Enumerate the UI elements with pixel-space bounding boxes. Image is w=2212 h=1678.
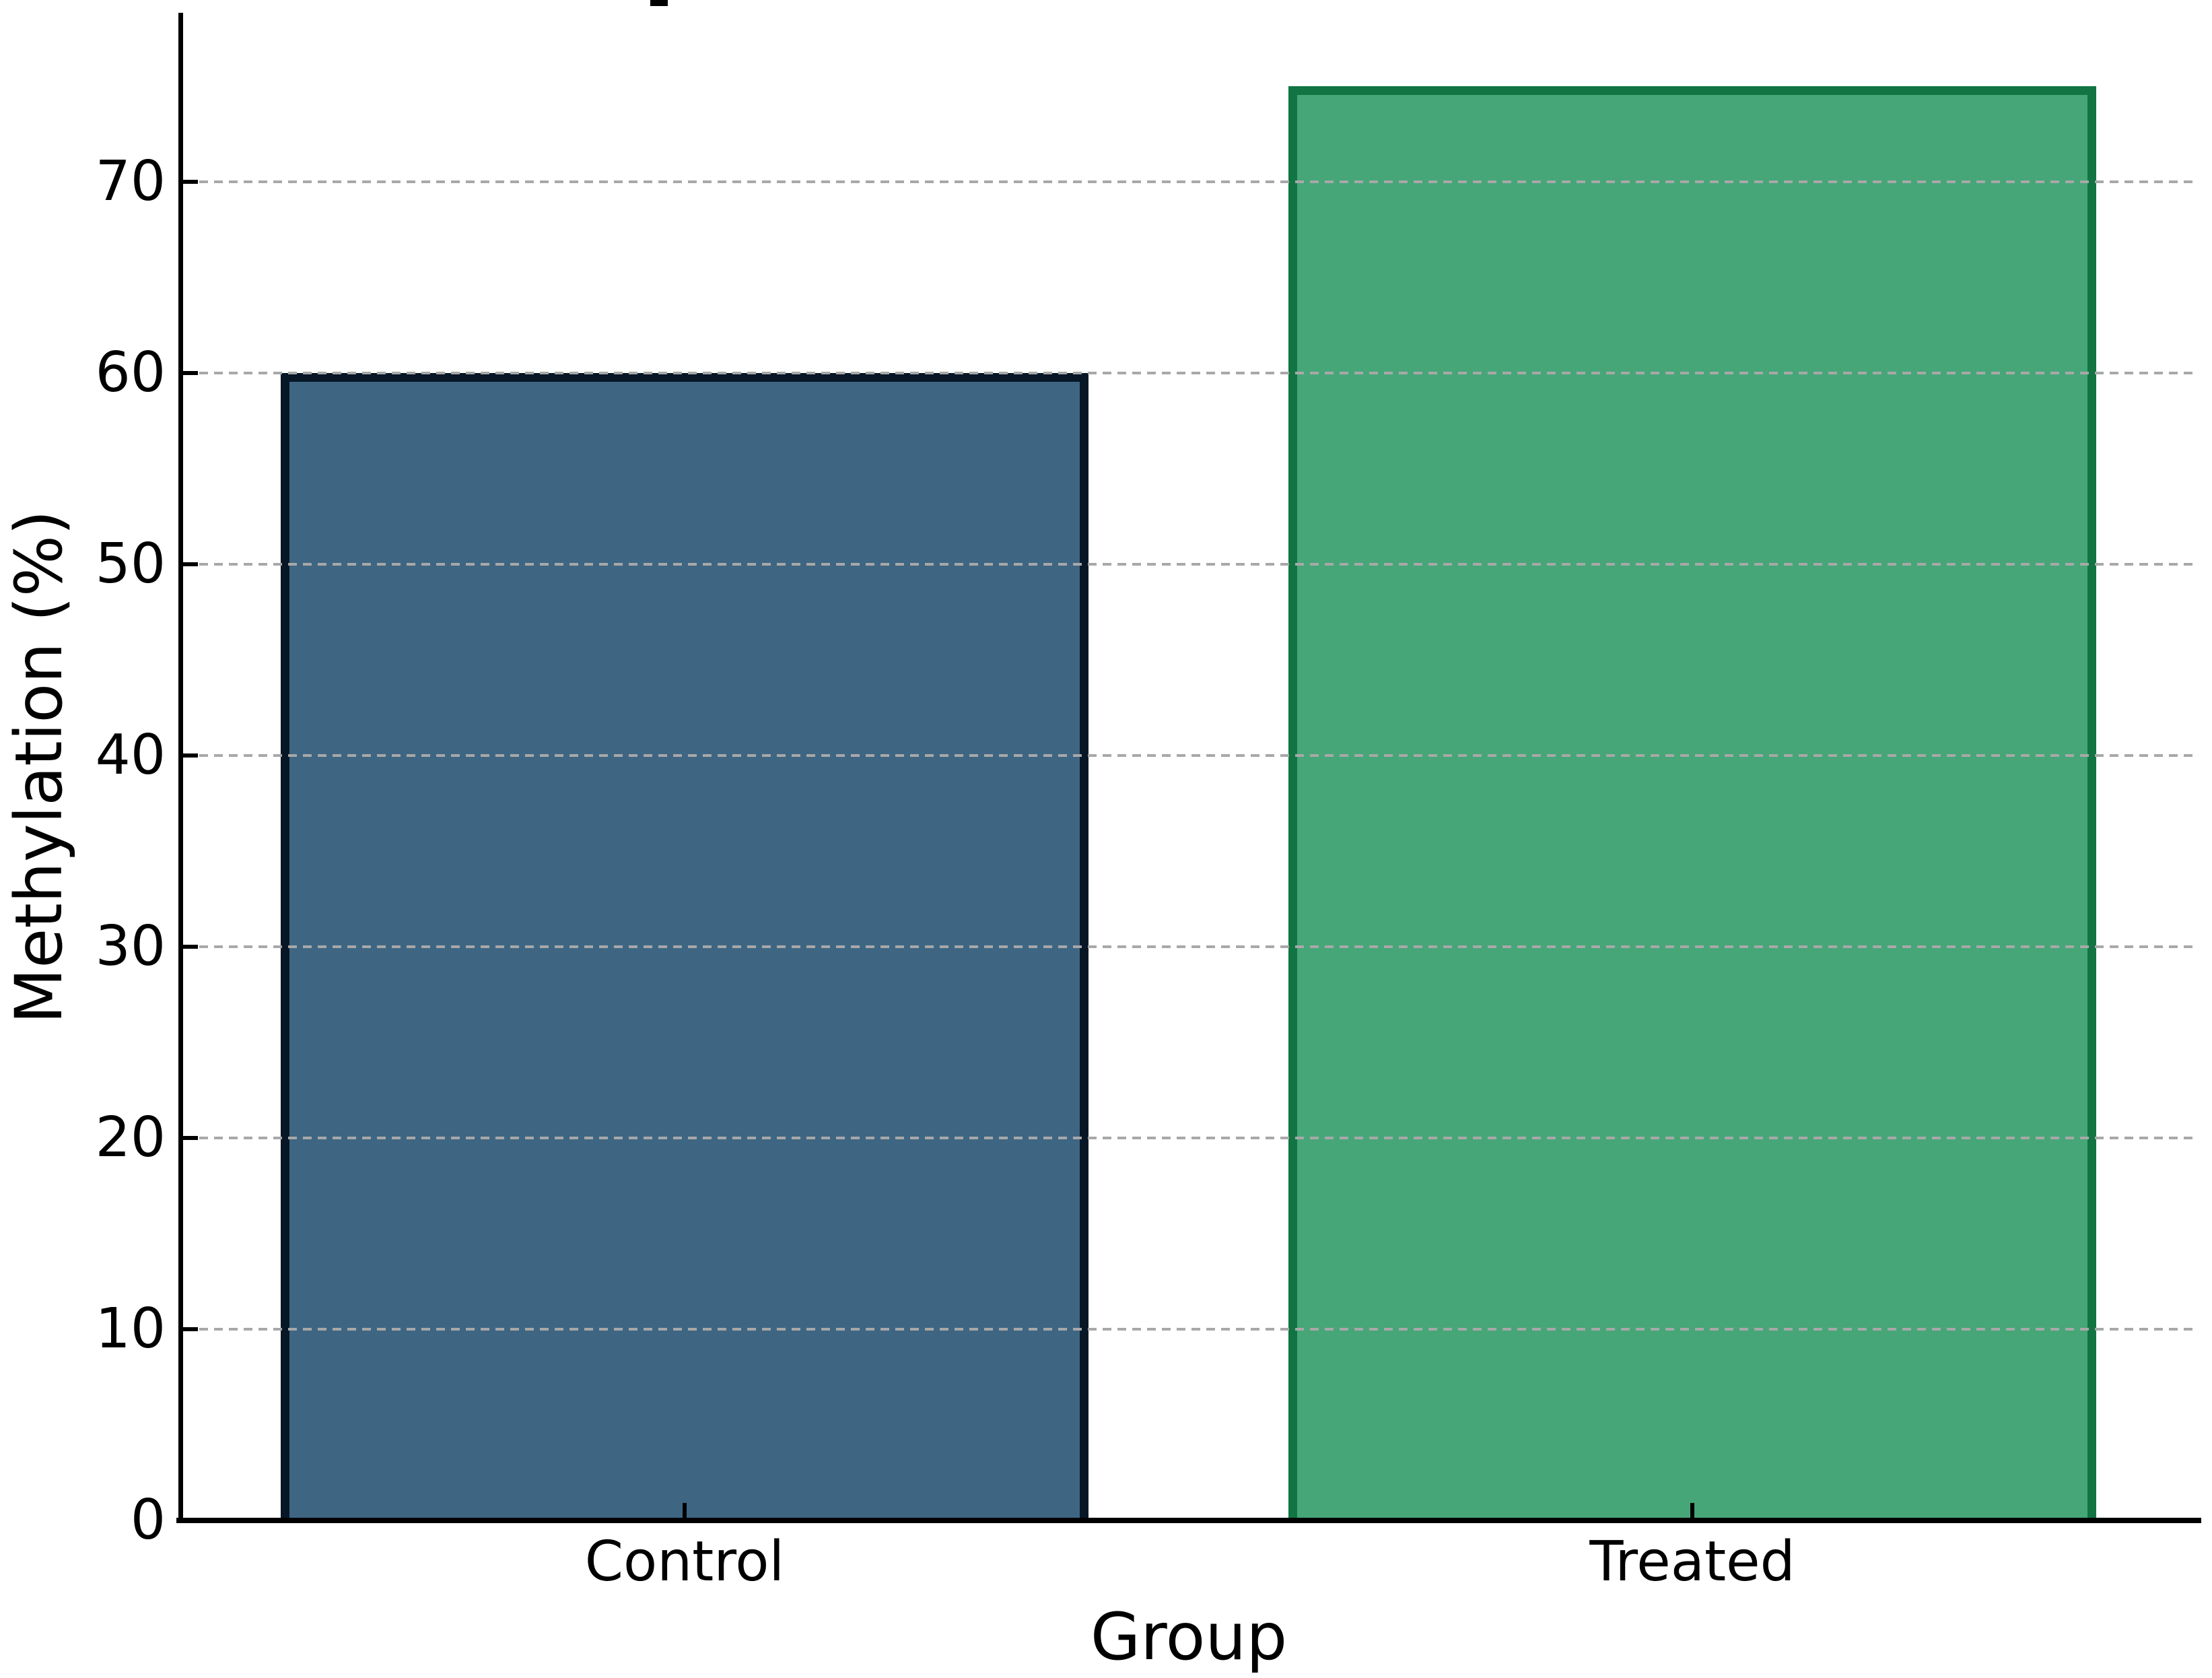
y-tick-20 xyxy=(180,1136,198,1140)
x-axis-spine xyxy=(176,1518,2201,1523)
x-tick-treated xyxy=(1690,1503,1694,1520)
y-tick-label-10: 10 xyxy=(95,1297,166,1361)
gridline-10 xyxy=(184,1328,2197,1331)
gridline-30 xyxy=(184,945,2197,948)
gridline-70 xyxy=(184,180,2197,183)
gridline-50 xyxy=(184,563,2197,566)
y-axis-spine xyxy=(178,13,183,1523)
y-axis-label: Methylation (%) xyxy=(1,510,77,1024)
y-tick-label-60: 60 xyxy=(95,341,166,405)
gridline-40 xyxy=(184,754,2197,757)
gridline-60 xyxy=(184,372,2197,374)
x-tick-control xyxy=(683,1503,687,1520)
y-tick-label-40: 40 xyxy=(95,723,166,787)
gridline-20 xyxy=(184,1137,2197,1139)
y-tick-10 xyxy=(180,1327,198,1331)
y-tick-label-70: 70 xyxy=(95,149,166,213)
y-tick-label-20: 20 xyxy=(95,1106,166,1170)
x-axis-label: Group xyxy=(1090,1599,1288,1675)
cropped-title-fragment xyxy=(650,0,668,6)
y-tick-label-0: 0 xyxy=(130,1488,166,1552)
y-tick-60 xyxy=(180,371,198,375)
x-tick-label-treated: Treated xyxy=(1589,1530,1795,1594)
bar-treated xyxy=(1288,86,2096,1523)
y-tick-30 xyxy=(180,945,198,949)
y-tick-40 xyxy=(180,753,198,758)
bar-control xyxy=(281,373,1088,1523)
y-tick-50 xyxy=(180,562,198,566)
y-tick-70 xyxy=(180,180,198,184)
x-tick-label-control: Control xyxy=(584,1530,785,1594)
y-tick-label-30: 30 xyxy=(95,914,166,978)
y-tick-label-50: 50 xyxy=(95,532,166,596)
